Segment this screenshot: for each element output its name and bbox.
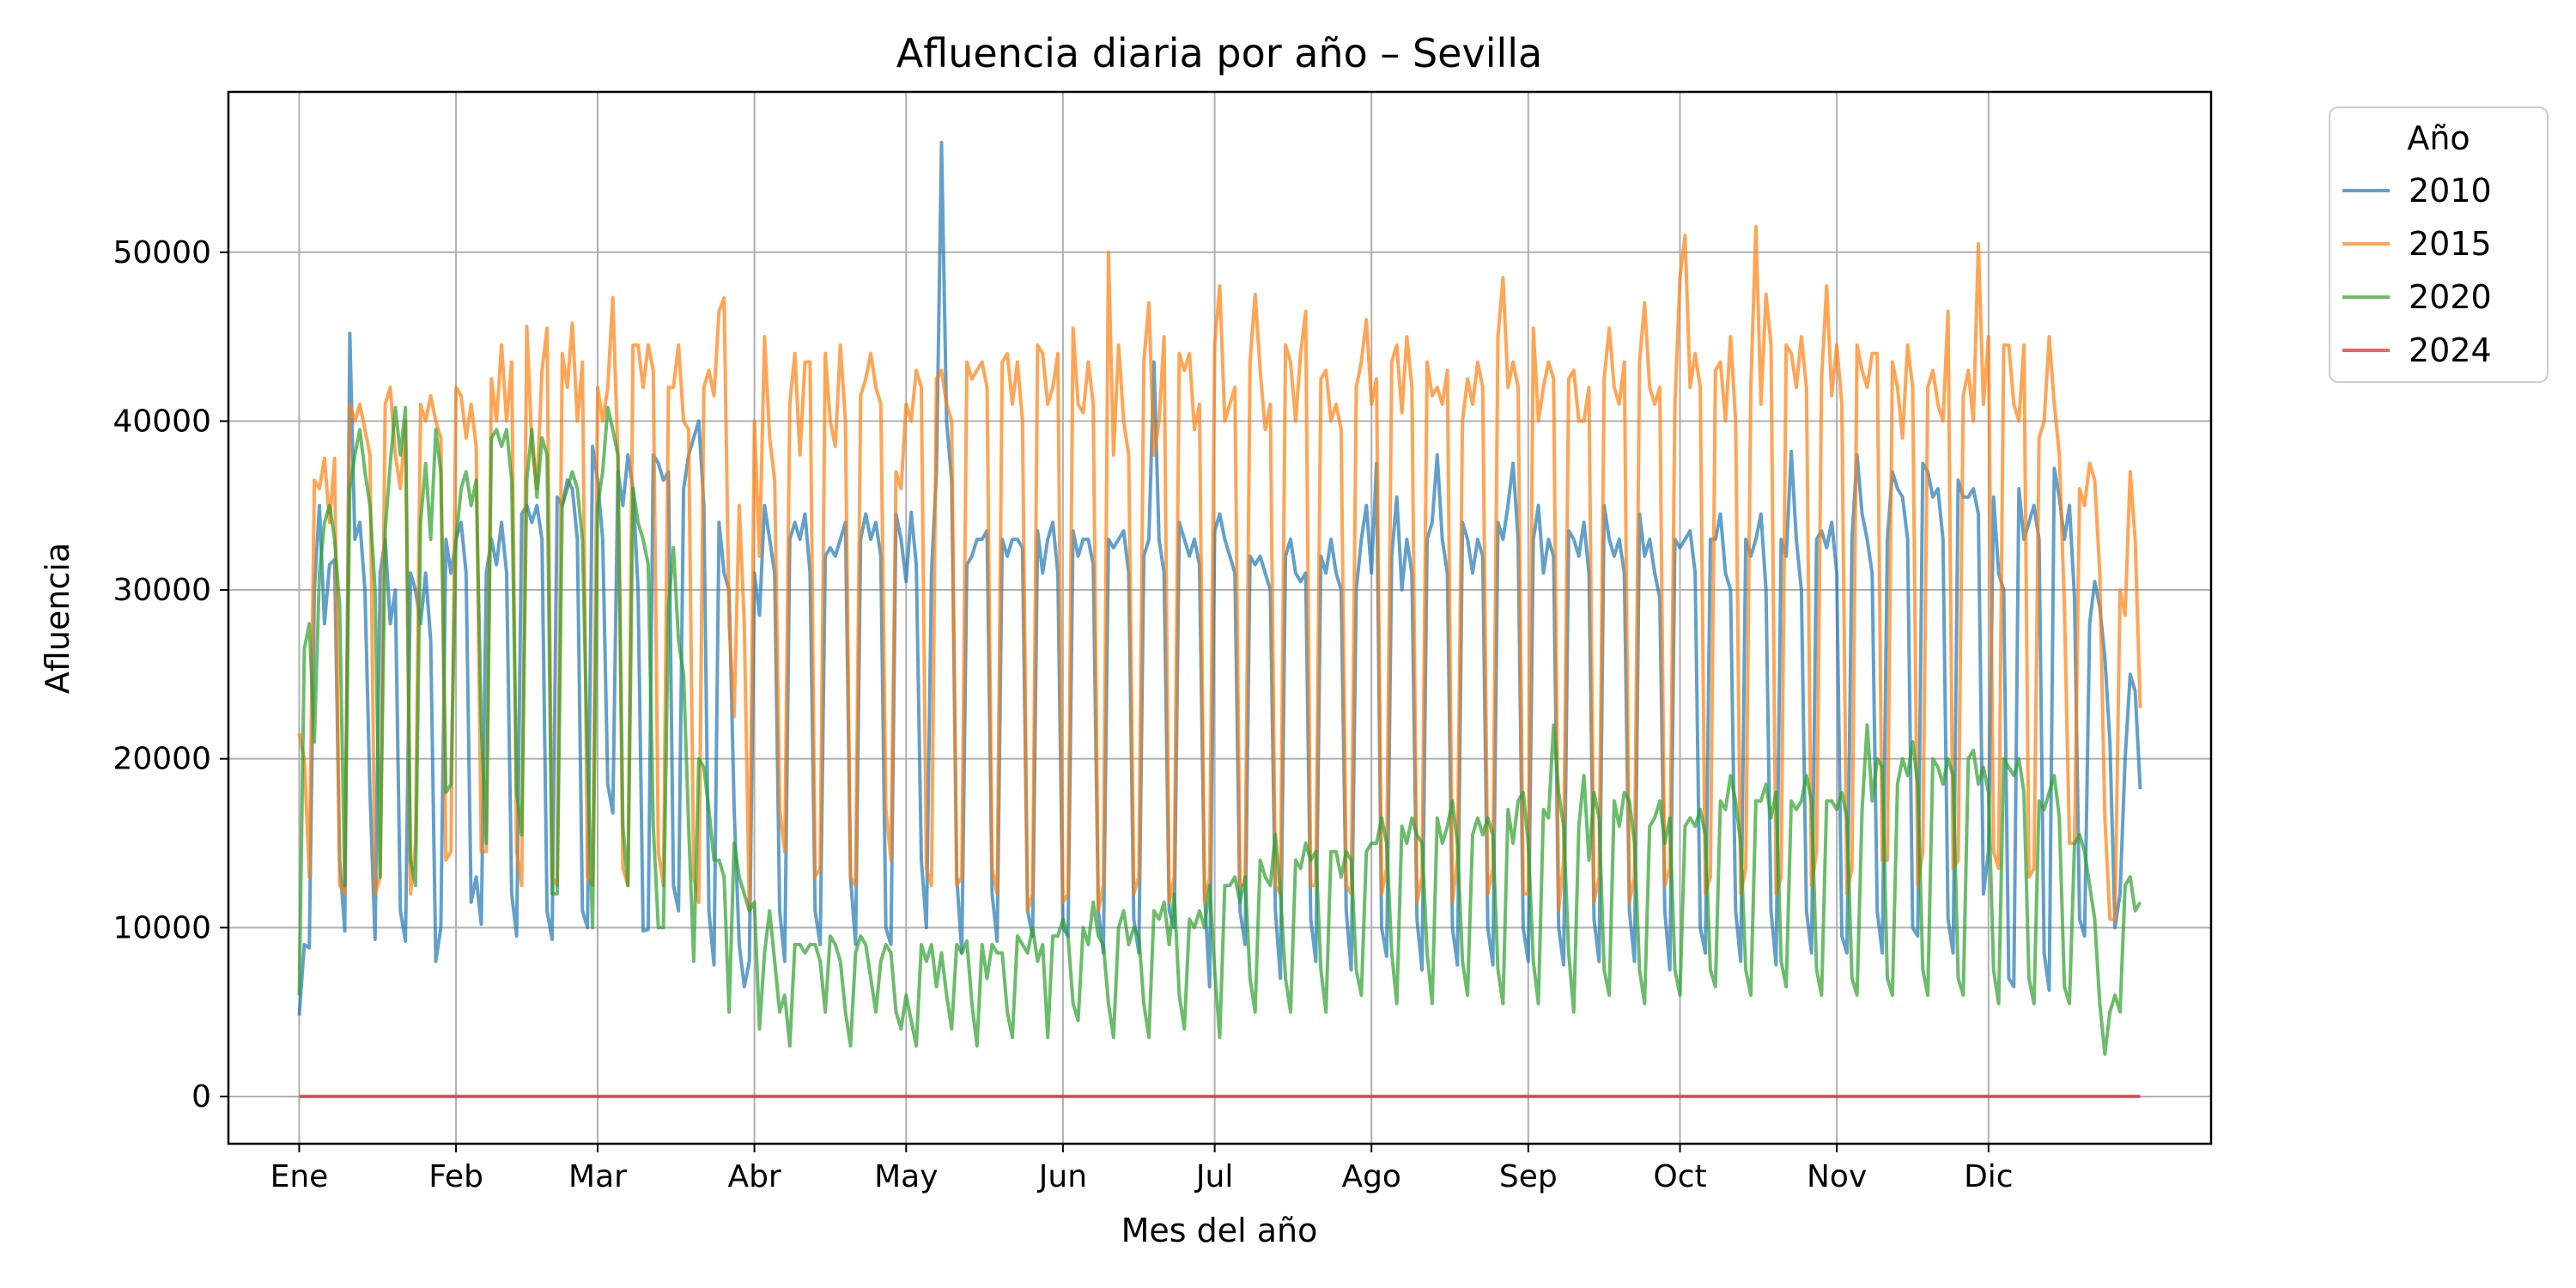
legend-label-2024: 2024 xyxy=(2409,331,2492,369)
x-tick-label: Ago xyxy=(1341,1159,1401,1194)
x-tick-label: Nov xyxy=(1807,1159,1867,1194)
legend: Año 2010 2015 2020 2024 xyxy=(2329,106,2549,383)
legend-items: 2010 2015 2020 2024 xyxy=(2342,172,2492,369)
x-tick-label: Mar xyxy=(568,1159,627,1194)
legend-label-2015: 2015 xyxy=(2409,225,2492,263)
x-tick-label: Dic xyxy=(1964,1159,2014,1194)
y-axis-label: Afluencia xyxy=(39,543,76,694)
legend-label-2010: 2010 xyxy=(2409,172,2492,210)
chart-title: Afluencia diaria por año – Sevilla xyxy=(896,30,1542,76)
y-tick-label: 20000 xyxy=(112,742,211,777)
x-axis-label: Mes del año xyxy=(1121,1212,1318,1249)
x-tick-label: Feb xyxy=(428,1159,483,1194)
series-line-2020 xyxy=(297,405,2142,1056)
x-tick-label: May xyxy=(874,1159,938,1194)
y-tick-label: 50000 xyxy=(112,235,211,270)
series-line-2015 xyxy=(297,225,2142,921)
legend-title: Año xyxy=(2407,119,2470,157)
x-tick-label: Jun xyxy=(1037,1159,1087,1194)
legend-box xyxy=(2329,106,2549,383)
y-tick-label: 10000 xyxy=(112,910,211,945)
x-axis: Ene Feb Mar Abr May Jun Jul Ago Sep Oct Nov Dic xyxy=(270,1144,2014,1194)
x-tick-label: Sep xyxy=(1499,1159,1558,1194)
plot-frame xyxy=(227,90,2213,1145)
x-tick-label: Ene xyxy=(270,1159,329,1194)
y-tick-label: 40000 xyxy=(112,404,211,439)
plot-series xyxy=(297,141,2142,1098)
y-tick-label: 0 xyxy=(191,1079,211,1115)
x-tick-label: Jul xyxy=(1194,1159,1233,1194)
x-tick-label: Abr xyxy=(727,1159,781,1194)
legend-label-2020: 2020 xyxy=(2409,278,2492,316)
series-line-2010 xyxy=(297,141,2142,1016)
y-tick-label: 30000 xyxy=(112,573,211,608)
x-tick-label: Oct xyxy=(1653,1159,1706,1194)
y-axis: 0 10000 20000 30000 40000 50000 xyxy=(112,235,228,1115)
